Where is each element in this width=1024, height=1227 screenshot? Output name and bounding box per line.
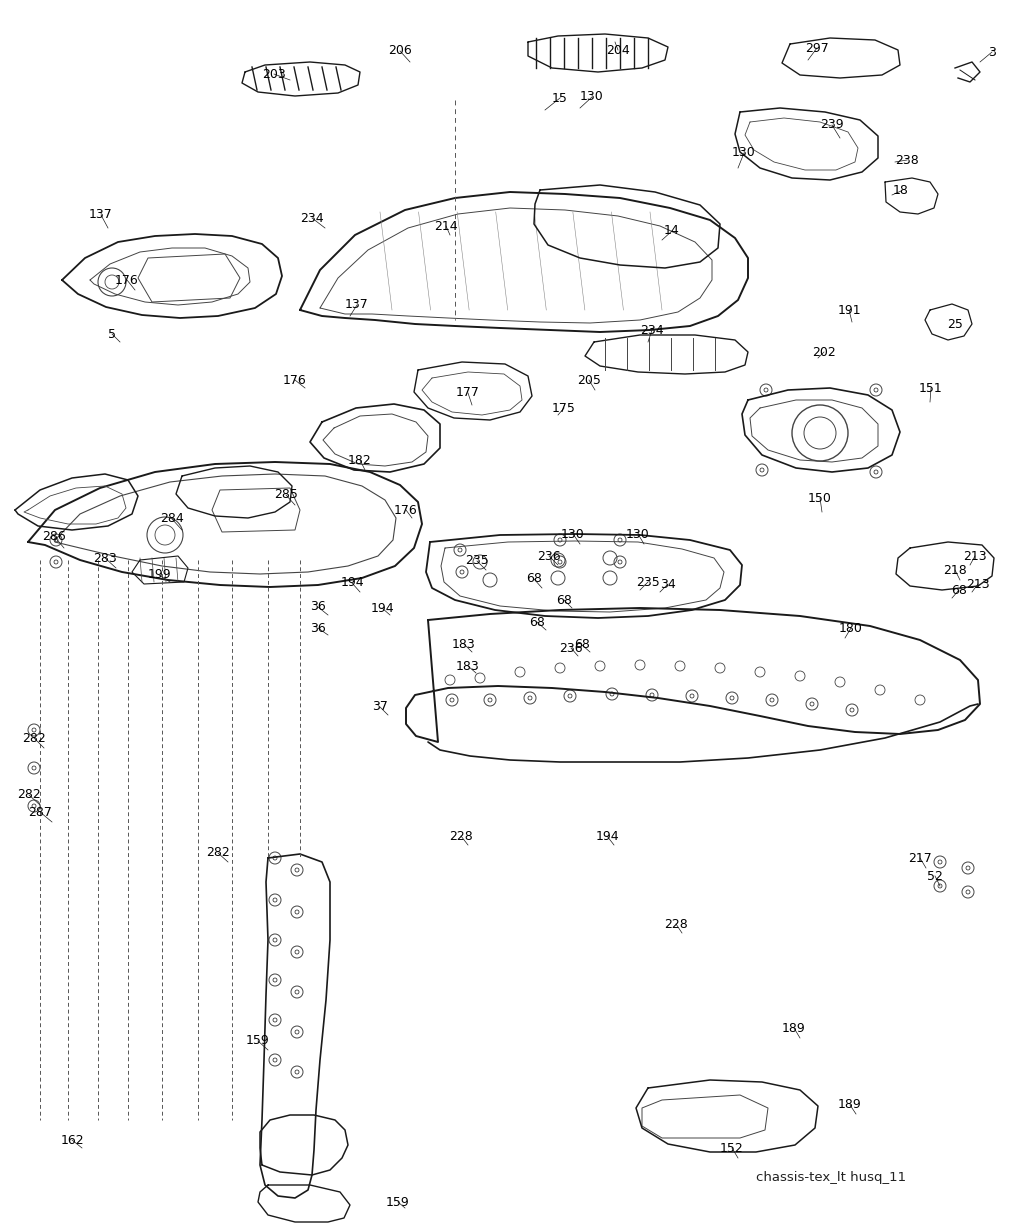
Text: 235: 235 — [636, 575, 659, 589]
Text: 68: 68 — [574, 638, 590, 652]
Text: 152: 152 — [720, 1141, 743, 1155]
Text: 297: 297 — [805, 42, 828, 54]
Text: 236: 236 — [538, 550, 561, 562]
Text: 162: 162 — [60, 1134, 84, 1146]
Text: 176: 176 — [283, 373, 307, 387]
Text: 283: 283 — [93, 551, 117, 564]
Text: 68: 68 — [556, 594, 572, 606]
Text: 282: 282 — [17, 789, 41, 801]
Text: 194: 194 — [340, 577, 364, 589]
Text: 194: 194 — [595, 829, 618, 843]
Text: 68: 68 — [529, 616, 545, 628]
Text: 189: 189 — [782, 1022, 806, 1034]
Text: 182: 182 — [348, 454, 372, 466]
Text: 206: 206 — [388, 44, 412, 58]
Text: 204: 204 — [606, 43, 630, 56]
Text: 228: 228 — [450, 829, 473, 843]
Text: 228: 228 — [665, 918, 688, 930]
Text: 175: 175 — [552, 401, 575, 415]
Text: 68: 68 — [951, 584, 967, 596]
Text: 183: 183 — [453, 638, 476, 650]
Text: 213: 213 — [967, 578, 990, 590]
Text: 194: 194 — [371, 601, 394, 615]
Text: 3: 3 — [988, 45, 996, 59]
Text: 235: 235 — [465, 555, 488, 568]
Text: 287: 287 — [28, 805, 52, 818]
Text: 36: 36 — [310, 622, 326, 634]
Text: 68: 68 — [526, 573, 542, 585]
Text: 180: 180 — [839, 622, 863, 634]
Text: 234: 234 — [640, 324, 664, 336]
Text: 284: 284 — [160, 513, 184, 525]
Text: 286: 286 — [42, 530, 66, 542]
Text: 130: 130 — [626, 528, 650, 541]
Text: 234: 234 — [300, 211, 324, 225]
Text: 189: 189 — [838, 1098, 862, 1112]
Text: 5: 5 — [108, 328, 116, 341]
Text: 191: 191 — [838, 303, 861, 317]
Text: 130: 130 — [561, 528, 585, 541]
Text: 205: 205 — [578, 373, 601, 387]
Text: 36: 36 — [310, 600, 326, 614]
Text: 18: 18 — [893, 184, 909, 198]
Text: 183: 183 — [456, 659, 480, 672]
Text: 150: 150 — [808, 492, 831, 504]
Text: 37: 37 — [372, 701, 388, 713]
Text: 285: 285 — [274, 488, 298, 502]
Text: 159: 159 — [246, 1034, 270, 1048]
Text: 176: 176 — [115, 274, 139, 286]
Text: 130: 130 — [732, 146, 756, 160]
Text: 282: 282 — [23, 731, 46, 745]
Text: 14: 14 — [665, 225, 680, 238]
Text: 282: 282 — [206, 847, 229, 859]
Text: 203: 203 — [262, 67, 286, 81]
Text: chassis-tex_lt husq_11: chassis-tex_lt husq_11 — [756, 1172, 906, 1184]
Text: 52: 52 — [927, 870, 943, 882]
Text: 214: 214 — [434, 220, 458, 232]
Text: 151: 151 — [920, 382, 943, 395]
Text: 239: 239 — [820, 119, 844, 131]
Text: 15: 15 — [552, 92, 568, 104]
Text: 130: 130 — [581, 91, 604, 103]
Text: 137: 137 — [345, 298, 369, 312]
Text: 202: 202 — [812, 346, 836, 358]
Text: 217: 217 — [908, 852, 932, 865]
Text: 25: 25 — [947, 319, 963, 331]
Text: 159: 159 — [386, 1195, 410, 1209]
Text: 199: 199 — [147, 568, 171, 582]
Text: 176: 176 — [394, 503, 418, 517]
Text: 218: 218 — [943, 563, 967, 577]
Text: 177: 177 — [456, 387, 480, 400]
Text: 137: 137 — [89, 209, 113, 222]
Text: 34: 34 — [660, 578, 676, 590]
Text: 238: 238 — [895, 153, 919, 167]
Text: 213: 213 — [964, 550, 987, 562]
Text: 236: 236 — [559, 642, 583, 654]
